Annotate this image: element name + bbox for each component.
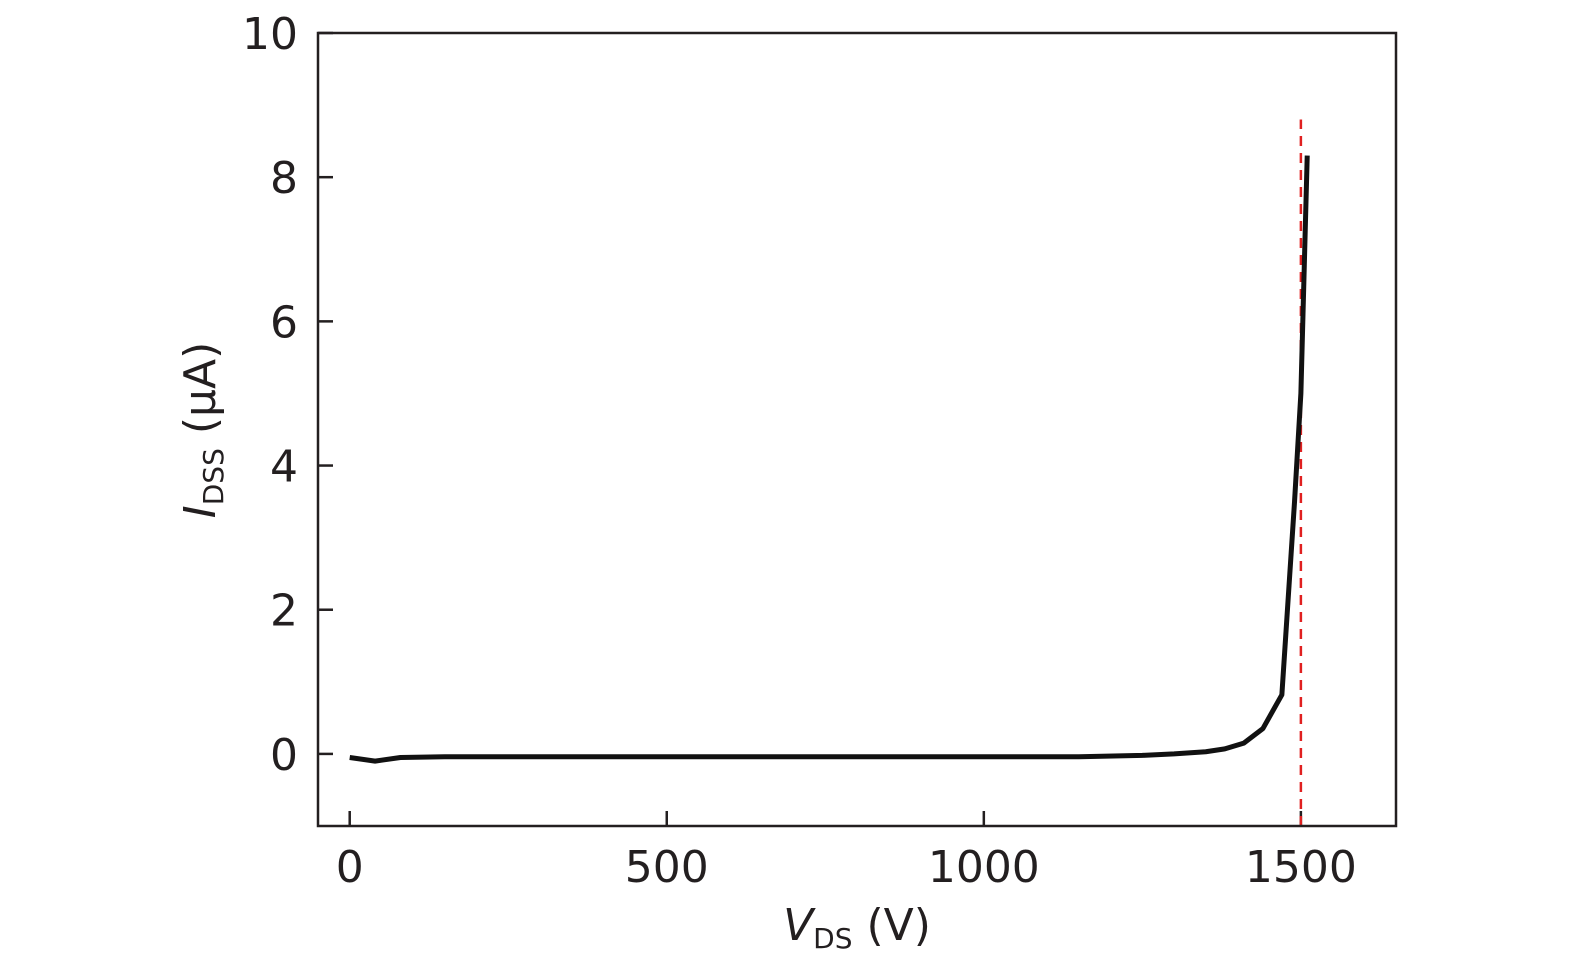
x-tick-label: 1500 (1245, 842, 1357, 893)
y-tick-label: 10 (242, 9, 298, 60)
y-tick-label: 8 (270, 153, 298, 204)
y-tick-label: 2 (270, 586, 298, 637)
y-tick-label: 0 (270, 730, 298, 781)
y-label-sub: DSS (197, 448, 230, 505)
y-tick-label: 4 (270, 442, 298, 493)
x-label-sub: DS (813, 922, 852, 955)
x-tick-label: 500 (625, 842, 709, 893)
data-line (349, 155, 1310, 764)
y-label-rest: (μA) (175, 342, 226, 448)
y-axis-label: IDSS (μA) (175, 342, 230, 519)
x-tick-label: 1000 (928, 842, 1040, 893)
y-label-main: I (175, 505, 226, 518)
x-axis-label: VDS (V) (783, 900, 931, 955)
x-label-main: V (783, 900, 816, 951)
plot-frame (316, 31, 1398, 828)
y-tick-label: 6 (270, 297, 298, 348)
x-label-rest: (V) (853, 900, 931, 951)
x-tick-label: 0 (336, 842, 364, 893)
